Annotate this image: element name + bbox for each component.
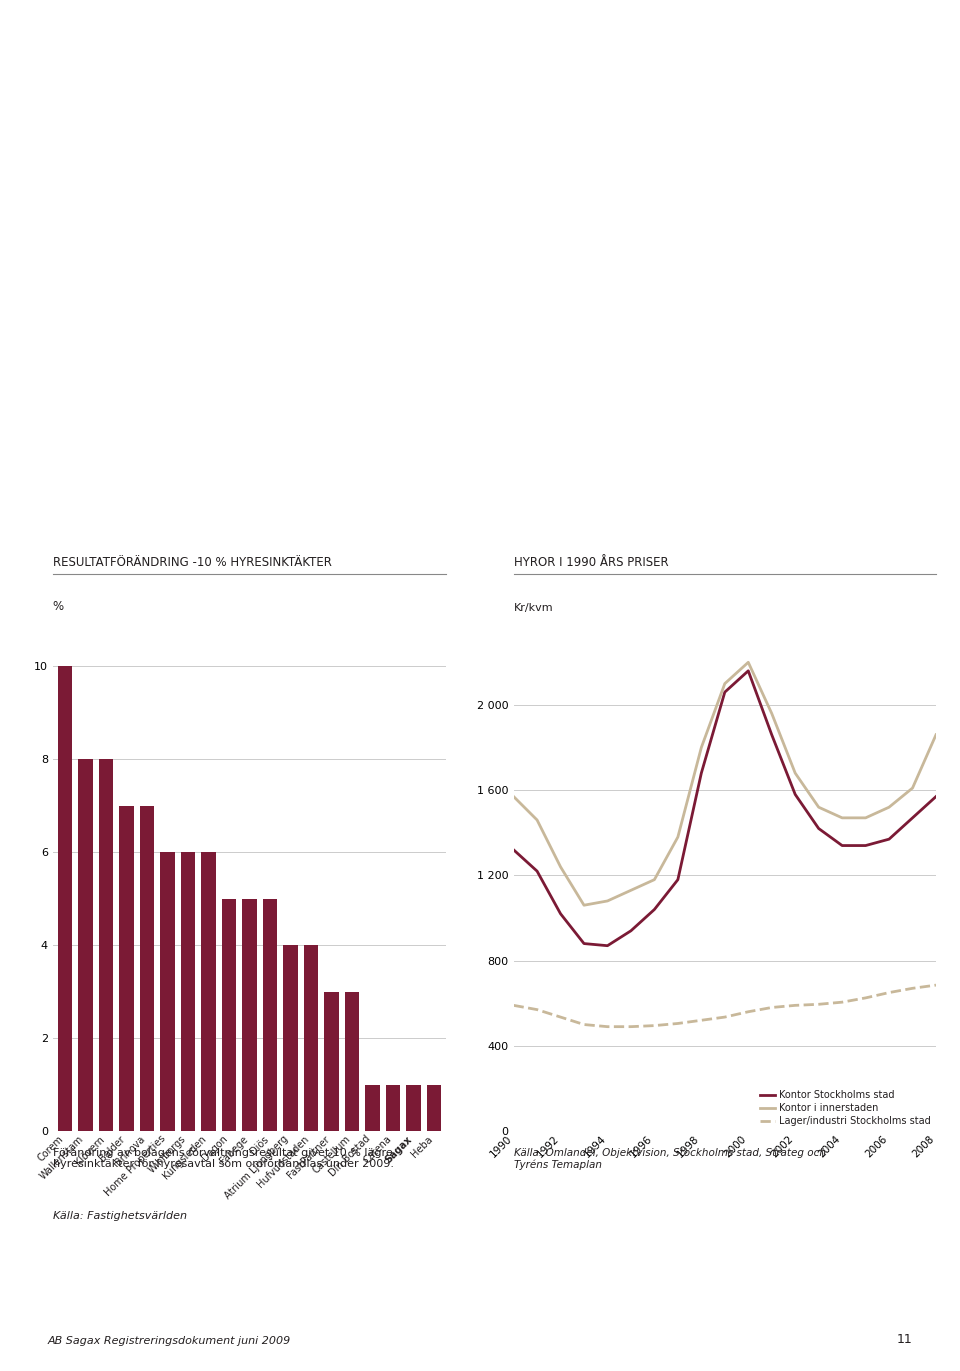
Bar xyxy=(386,1084,400,1131)
Bar xyxy=(345,991,359,1131)
Bar xyxy=(406,1084,420,1131)
Text: Källa: Omlandel, Objektvision, Stockholms stad, Strateg och
Tyréns Temaplan: Källa: Omlandel, Objektvision, Stockholm… xyxy=(514,1148,826,1169)
Text: RESULTATFÖRÄNDRING -10 % HYRESINKTÄKTER: RESULTATFÖRÄNDRING -10 % HYRESINKTÄKTER xyxy=(53,557,331,569)
Text: HYROR I 1990 ÅRS PRISER: HYROR I 1990 ÅRS PRISER xyxy=(514,557,668,569)
Bar xyxy=(99,760,113,1131)
Text: AB Sagax Registreringsdokument juni 2009: AB Sagax Registreringsdokument juni 2009 xyxy=(48,1337,291,1346)
Bar xyxy=(222,898,236,1131)
Bar xyxy=(79,760,93,1131)
Bar xyxy=(243,898,256,1131)
Bar xyxy=(324,991,339,1131)
Bar xyxy=(202,853,216,1131)
Text: %: % xyxy=(53,600,64,613)
Bar xyxy=(119,806,133,1131)
Bar xyxy=(180,853,195,1131)
Text: 11: 11 xyxy=(897,1334,912,1346)
Text: Källa: Fastighetsvärlden: Källa: Fastighetsvärlden xyxy=(53,1211,187,1220)
Bar xyxy=(304,945,319,1131)
Bar xyxy=(160,853,175,1131)
Bar xyxy=(58,666,72,1131)
Bar xyxy=(427,1084,442,1131)
Text: Förändring av bolagens förvaltningsresultat givet 10 % lägre
hyresinktäkter för : Förändring av bolagens förvaltningsresul… xyxy=(53,1148,394,1169)
Bar xyxy=(140,806,155,1131)
Bar xyxy=(263,898,277,1131)
Bar xyxy=(283,945,298,1131)
Text: Kr/kvm: Kr/kvm xyxy=(514,603,553,613)
Legend: Kontor Stockholms stad, Kontor i innerstaden, Lager/industri Stockholms stad: Kontor Stockholms stad, Kontor i innerst… xyxy=(760,1090,931,1126)
Bar xyxy=(366,1084,380,1131)
